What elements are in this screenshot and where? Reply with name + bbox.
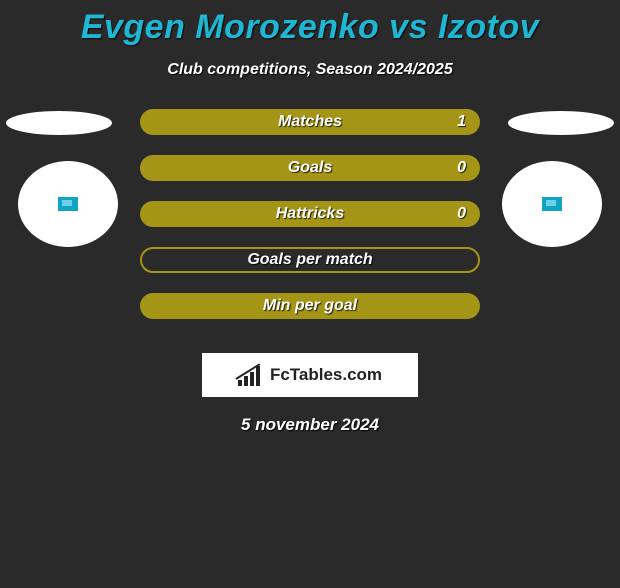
stat-bar: Goals per match: [140, 247, 480, 273]
left-player-badge: [18, 161, 118, 247]
logo-box[interactable]: FcTables.com: [202, 353, 418, 397]
page-subtitle: Club competitions, Season 2024/2025: [0, 61, 620, 79]
stat-value: 1: [457, 109, 466, 135]
logo-text: FcTables.com: [270, 365, 382, 385]
badge-icon: [57, 196, 79, 212]
stat-label: Matches: [140, 109, 480, 135]
comparison-panel: Matches1Goals0Hattricks0Goals per matchM…: [0, 109, 620, 339]
stat-value: 0: [457, 155, 466, 181]
stat-bar: Goals0: [140, 155, 480, 181]
page-title: Evgen Morozenko vs Izotov: [0, 8, 620, 47]
stat-bar: Min per goal: [140, 293, 480, 319]
stat-label: Min per goal: [140, 293, 480, 319]
stat-bar: Hattricks0: [140, 201, 480, 227]
stat-bars: Matches1Goals0Hattricks0Goals per matchM…: [140, 109, 480, 339]
right-player-badge: [502, 161, 602, 247]
snapshot-date: 5 november 2024: [0, 415, 620, 435]
stat-label: Hattricks: [140, 201, 480, 227]
stat-value: 0: [457, 201, 466, 227]
left-oval-decor: [6, 111, 112, 135]
badge-icon: [541, 196, 563, 212]
fctables-bars-icon: [238, 364, 264, 386]
stat-label: Goals per match: [142, 249, 478, 271]
stat-bar: Matches1: [140, 109, 480, 135]
stat-label: Goals: [140, 155, 480, 181]
right-oval-decor: [508, 111, 614, 135]
